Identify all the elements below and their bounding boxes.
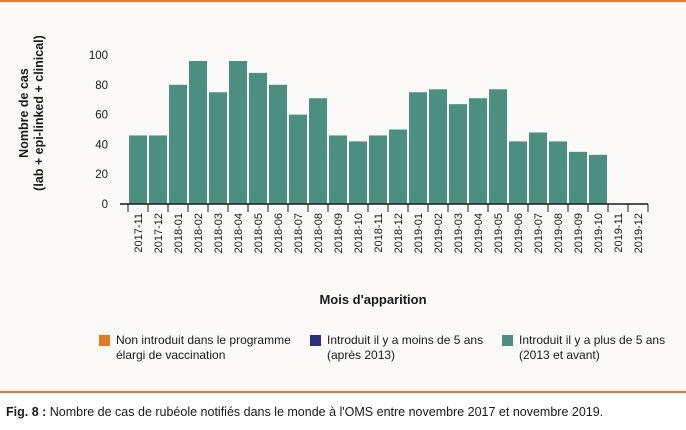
x-tick-label: 2018-12 [393,213,405,253]
legend-item-moins-5-ans: Introduit il y a moins de 5 ans (après 2… [310,333,483,363]
legend-label: Non introduit dans le programme élargi d… [116,333,291,363]
bar-2018-11-series3 [369,135,387,204]
bar-2017-12-series3 [149,135,167,204]
x-tick-label: 2018-08 [313,213,325,253]
x-tick-label: 2019-04 [473,213,485,253]
x-tick-label: 2019-08 [553,213,565,253]
legend-item-plus-5-ans: Introduit il y a plus de 5 ans (2013 et … [502,333,665,363]
legend-item-non-introduit: Non introduit dans le programme élargi d… [99,333,291,363]
x-axis-title: Mois d'apparition [319,292,427,307]
legend-label: Introduit il y a plus de 5 ans (2013 et … [519,333,665,363]
x-tick-label: 2018-03 [213,213,225,253]
x-tick-label: 2018-06 [273,213,285,253]
x-tick-label: 2019-12 [633,213,645,253]
x-tick-label: 2018-02 [193,213,205,253]
bar-2019-10-series3 [589,154,607,204]
legend: Non introduit dans le programme élargi d… [99,333,679,367]
x-tick-label: 2019-09 [573,213,585,253]
bar-2018-01-series3 [169,84,187,204]
legend-swatch-navy [310,335,321,346]
legend-label-line2: élargi de vaccination [116,348,226,362]
legend-label-line1: Non introduit dans le programme [116,333,291,347]
x-tick-label: 2018-05 [253,213,265,253]
x-tick-label: 2018-01 [173,213,185,253]
y-axis-title-line2: (lab + epi-linked + clinical) [32,35,46,191]
x-tick-label: 2018-09 [333,213,345,253]
x-tick-label: 2019-07 [533,213,545,253]
bar-2019-04-series3 [469,98,487,204]
bar-2018-06-series3 [269,84,287,204]
y-tick-label: 100 [89,50,108,62]
y-axis-title-line1: Nombre de cas [17,68,31,158]
bar-2019-03-series3 [449,104,467,204]
bar-2018-10-series3 [349,141,367,204]
x-tick-label: 2018-10 [353,213,365,253]
y-axis-title: Nombre de cas (lab + epi-linked + clinic… [6,35,58,191]
bar-2019-09-series3 [569,151,587,204]
bar-2019-05-series3 [489,89,507,204]
bar-2018-08-series3 [309,98,327,204]
x-tick-label: 2019-02 [433,213,445,253]
bar-2019-06-series3 [509,141,527,204]
bar-2019-01-series3 [409,92,427,204]
rubella-cases-bar-chart: 0 20 40 60 80 100 2017-11 2017-12 2018-01 2018-02… [89,50,649,253]
figure-caption: Fig. 8 : Nombre de cas de rubéole notifi… [6,405,603,419]
legend-swatch-orange [99,335,110,346]
y-tick-label: 80 [95,80,108,92]
x-tick-label: 2018-07 [293,213,305,253]
legend-swatch-teal [502,335,513,346]
legend-label-line2: (2013 et avant) [519,348,600,362]
bar-2017-11-series3 [129,135,147,204]
legend-label-line1: Introduit il y a moins de 5 ans [327,333,484,347]
x-tick-label: 2017-11 [133,213,145,253]
bar-2018-02-series3 [189,60,207,205]
x-tick-label: 2017-12 [153,213,165,253]
bar-2018-04-series3 [229,60,247,205]
y-tick-label: 60 [95,110,108,122]
x-tick-label: 2019-10 [593,213,605,253]
x-tick-label: 2019-06 [513,213,525,253]
bar-2018-12-series3 [389,129,407,204]
bar-2018-07-series3 [289,114,307,204]
x-tick-label: 2018-11 [373,213,385,253]
x-tick-label: 2019-11 [613,213,625,253]
y-tick-label: 0 [102,199,108,211]
bar-2019-07-series3 [529,132,547,204]
legend-label-line1: Introduit il y a plus de 5 ans [519,333,666,347]
x-tick-label: 2019-05 [493,213,505,253]
x-tick-label: 2019-01 [413,213,425,253]
bar-2018-03-series3 [209,92,227,204]
figure-caption-label: Fig. 8 : [6,405,47,419]
bar-2019-02-series3 [429,89,447,204]
bar-2018-05-series3 [249,72,267,204]
y-tick-label: 20 [95,169,108,181]
x-tick-label: 2018-04 [233,213,245,253]
bar-2018-09-series3 [329,135,347,204]
legend-label: Introduit il y a moins de 5 ans (après 2… [327,333,483,363]
bar-2019-08-series3 [549,141,567,204]
y-tick-label: 40 [95,139,108,151]
legend-label-line2: (après 2013) [327,348,396,362]
figure-caption-text: Nombre de cas de rubéole notifiés dans l… [46,405,604,419]
x-tick-label: 2019-03 [453,213,465,253]
